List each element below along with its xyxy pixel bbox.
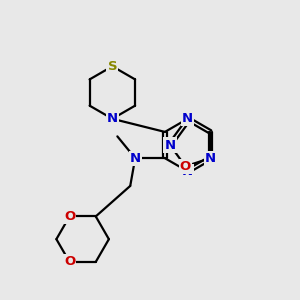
Text: N: N [205,152,216,165]
Text: O: O [64,210,75,223]
Text: O: O [64,255,75,268]
Text: N: N [130,152,141,165]
Text: N: N [182,165,193,178]
Text: N: N [182,112,193,125]
Text: N: N [107,112,118,125]
Text: O: O [180,160,191,173]
Text: S: S [107,60,117,73]
Text: N: N [164,139,175,152]
